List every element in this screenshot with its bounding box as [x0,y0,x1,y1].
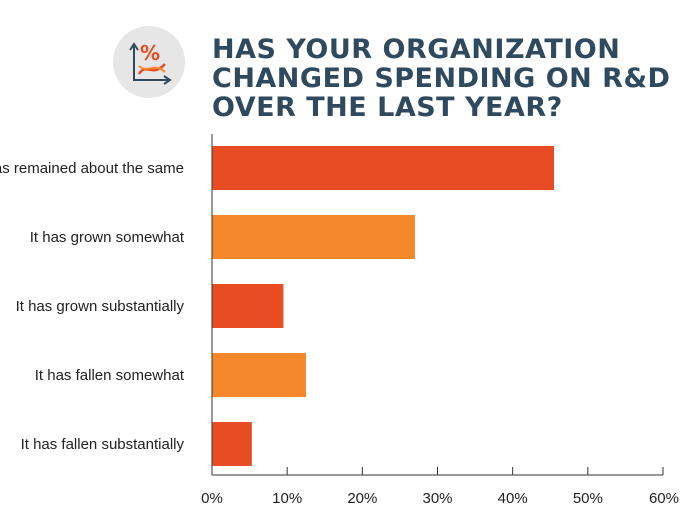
category-label-0: It has remained about the same [0,160,184,177]
icon-trend-line-2 [138,65,166,73]
category-label-2: It has grown substantially [16,298,185,315]
title-line-2: CHANGED SPENDING ON R&D [212,63,670,94]
icon-axes [133,46,168,81]
category-label-4: It has fallen substantially [21,436,185,453]
x-tick-label-4: 40% [498,490,528,507]
icon-arrow-y [129,42,139,51]
x-tick-label-3: 30% [422,490,452,507]
bar-0 [212,146,555,190]
x-tick-label-0: 0% [201,490,223,507]
icon-trend-line-1 [137,63,166,75]
x-tick-label-5: 50% [573,490,603,507]
bar-4 [212,422,252,466]
x-tick-label-2: 20% [347,490,377,507]
icon-arrow-x [163,75,172,85]
chart-title: HAS YOUR ORGANIZATION CHANGED SPENDING O… [212,34,670,123]
bar-3 [212,353,306,397]
bars-group [212,146,555,466]
x-axis: 0% 10% 20% 30% 40% 50% 60% [201,134,679,507]
x-tick-label-6: 60% [649,490,679,507]
percent-chart-icon: % [113,26,185,98]
icon-percent-glyph: % [140,41,160,65]
title-line-1: HAS YOUR ORGANIZATION [212,34,620,65]
bar-2 [212,284,284,328]
bar-1 [212,215,415,259]
category-labels: It has remained about the same It has gro… [0,160,185,453]
title-line-3: OVER THE LAST YEAR? [212,92,563,123]
category-label-1: It has grown somewhat [30,229,185,246]
category-label-3: It has fallen somewhat [35,367,185,384]
x-tick-label-1: 10% [272,490,302,507]
